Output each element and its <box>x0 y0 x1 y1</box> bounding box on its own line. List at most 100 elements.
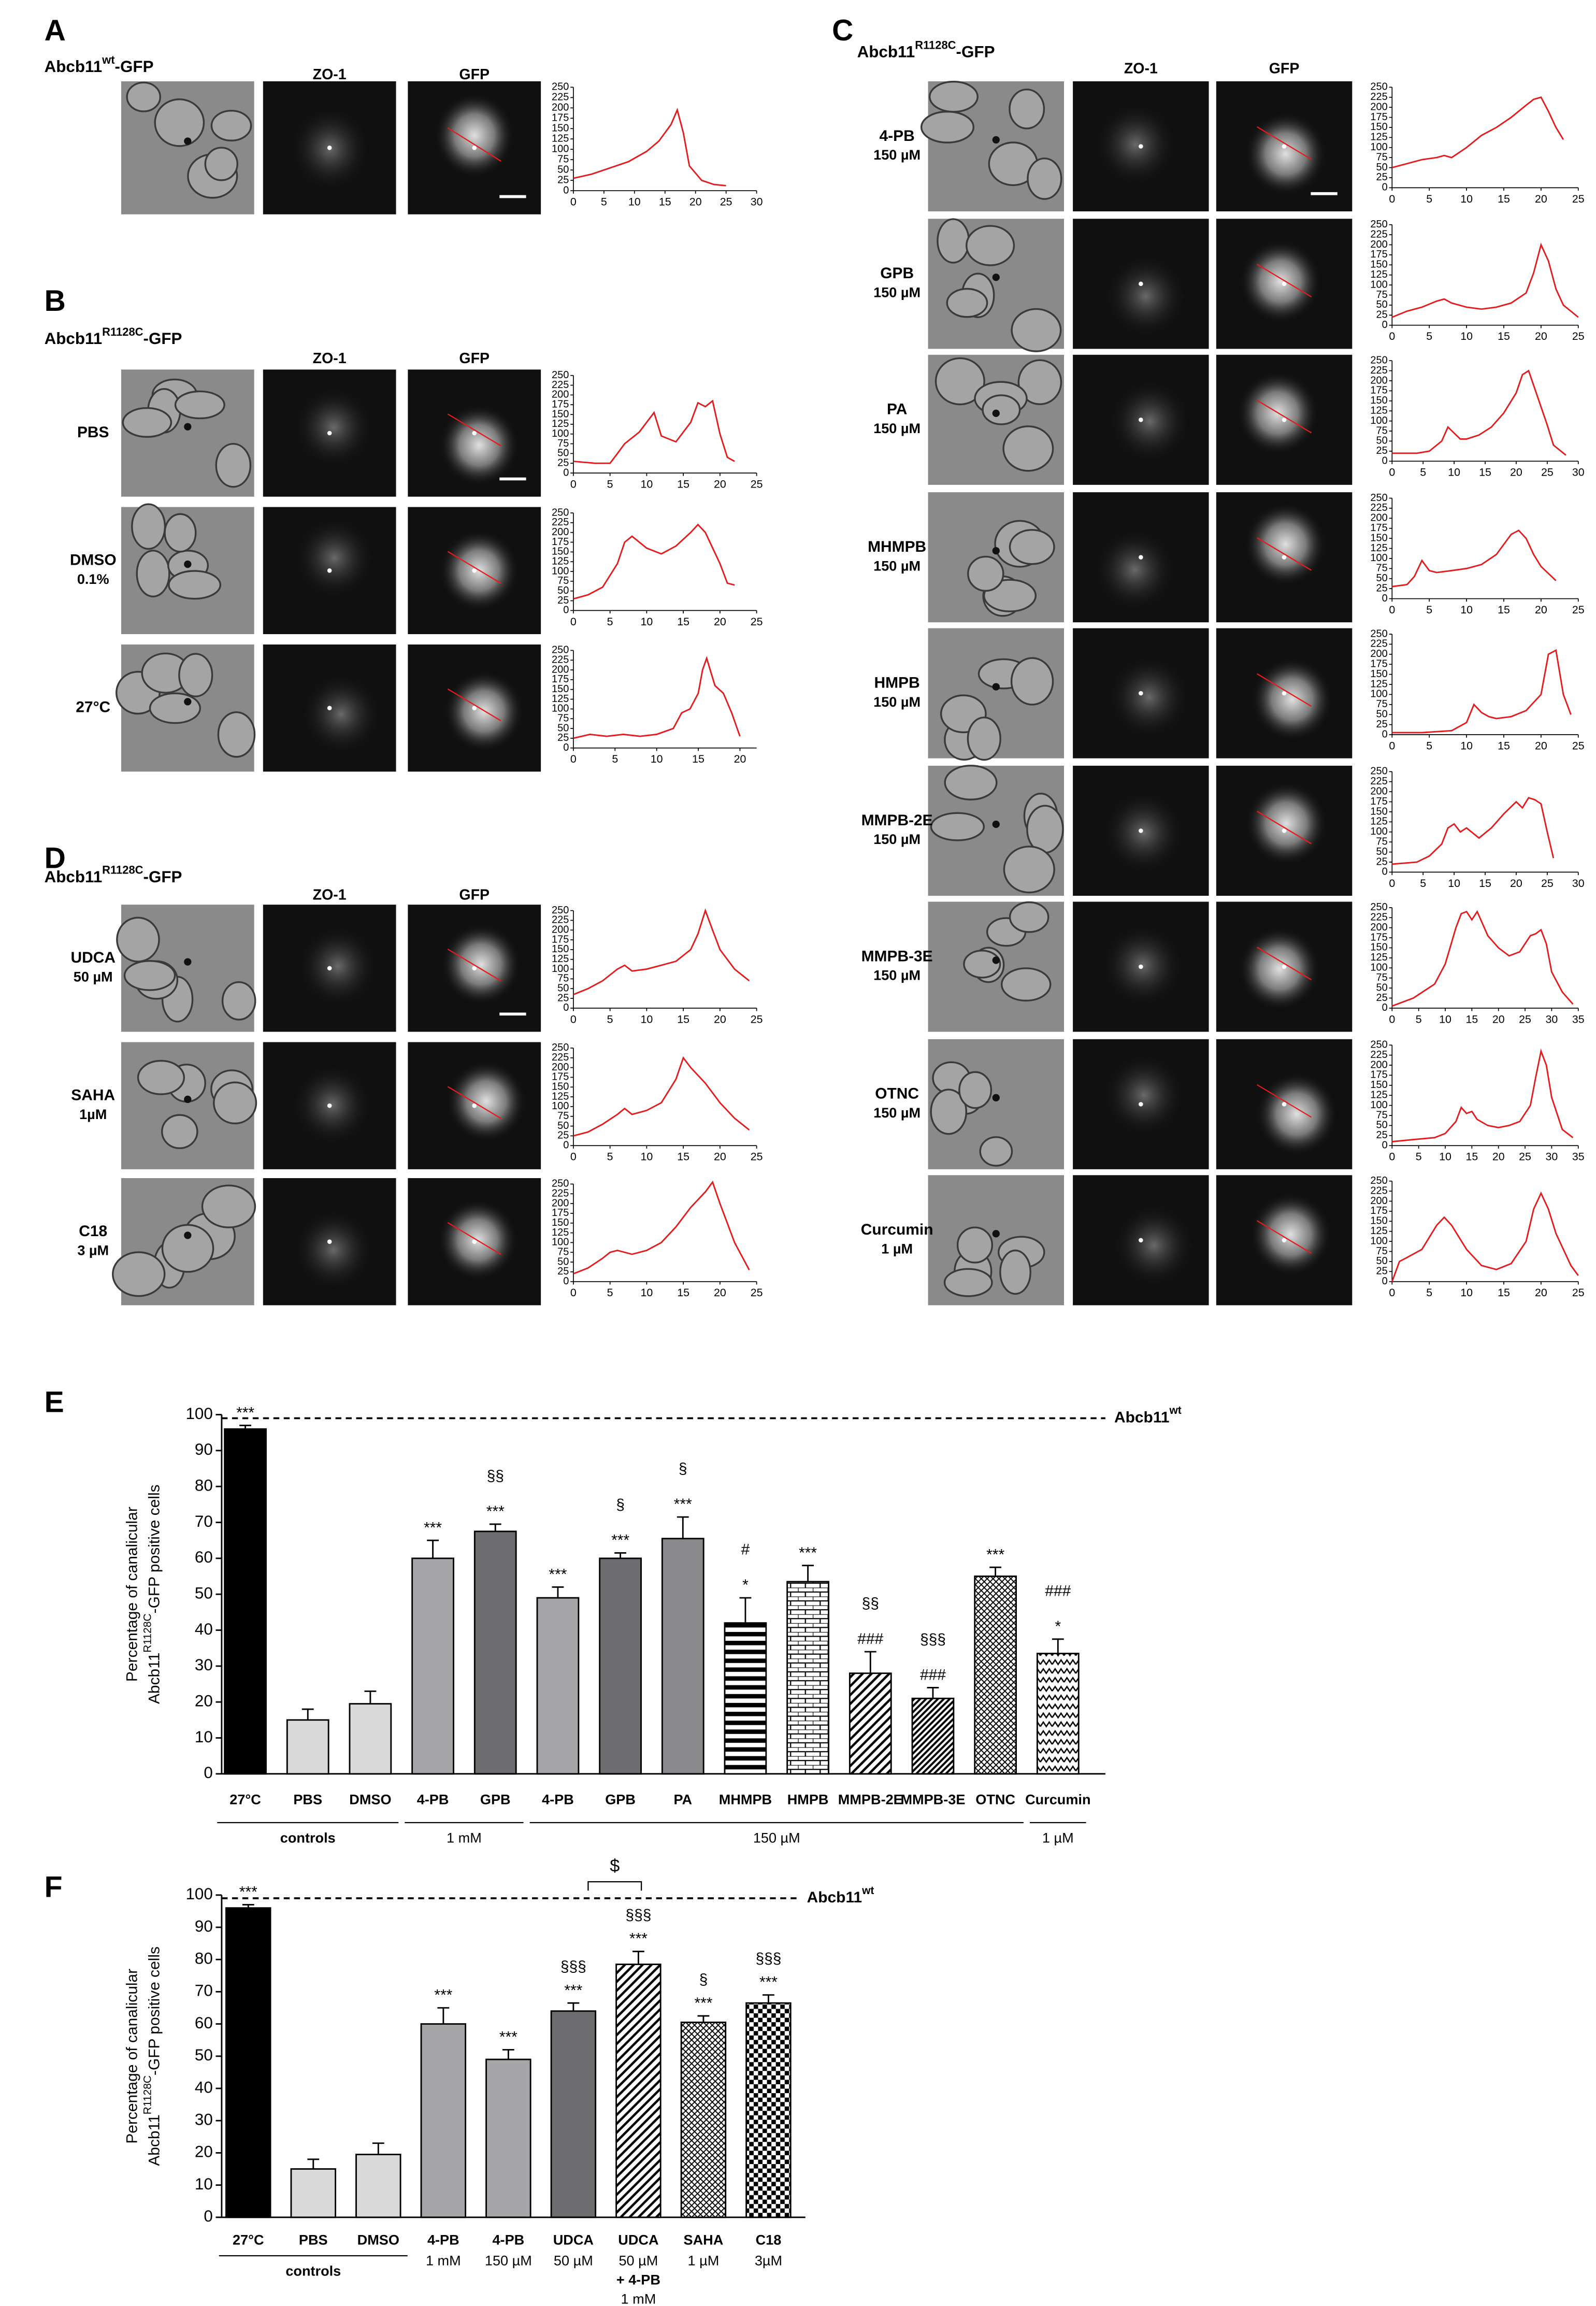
y-tick-label: 225 <box>552 517 569 528</box>
y-tick-label: 50 <box>557 1256 569 1267</box>
cell <box>161 1114 198 1149</box>
x-tick-label: 0 <box>1389 466 1395 479</box>
row-label: Curcumin <box>861 1221 933 1238</box>
x-tick-label: 25 <box>1572 740 1585 752</box>
reference-label: Abcb11wt <box>807 1884 874 1906</box>
y-tick-label: 200 <box>1370 239 1387 250</box>
x-tick-label: 20 <box>689 196 702 208</box>
x-tick-label: 5 <box>601 196 607 208</box>
group-label: controls <box>285 2263 341 2279</box>
cell <box>131 503 166 550</box>
panel-title: Abcb11R1128C-GFP <box>857 38 995 61</box>
y-tick-label: 100 <box>1370 1099 1387 1111</box>
x-tick-label: 20 <box>714 1151 726 1163</box>
group-label: 1 mM <box>447 1830 482 1846</box>
row-label: 0.1% <box>77 571 109 587</box>
x-tick-label: 25 <box>751 1013 763 1025</box>
bar <box>536 1597 580 1775</box>
x-tick-label: 25 <box>1519 1013 1531 1025</box>
y-tick-label: 75 <box>1376 1109 1388 1121</box>
x-tick-label: 25 <box>1541 877 1554 890</box>
reference-label-sup: wt <box>1169 1405 1181 1416</box>
fluorescence-dot <box>472 568 477 573</box>
y-tick-label: 225 <box>1370 912 1387 923</box>
x-tick-label: 10 <box>1460 330 1473 342</box>
y-tick-label: 50 <box>1376 709 1388 720</box>
significance-label: *** <box>499 2028 517 2045</box>
y-tick-label: 50 <box>1376 846 1388 857</box>
x-tick-label: 20 <box>734 753 746 765</box>
nucleus <box>184 137 192 145</box>
y-tick-label: 175 <box>1370 1205 1387 1216</box>
fluorescence-dot <box>1282 281 1287 287</box>
x-tick-label: 10 <box>1448 466 1460 479</box>
y-tick-label: 200 <box>1370 648 1387 660</box>
cell <box>178 653 213 697</box>
significance-label: §§ <box>487 1468 504 1485</box>
row-label: MMPB-3E <box>861 948 933 965</box>
row-label: DMSO <box>70 552 117 569</box>
cell <box>204 147 238 181</box>
cell <box>164 513 197 553</box>
x-tick-label: 5 <box>1420 877 1426 890</box>
y-tick-label: 100 <box>1370 552 1387 564</box>
x-tick-label: 5 <box>607 478 613 491</box>
cell <box>122 407 172 438</box>
y-tick-label: 50 <box>1376 1255 1388 1267</box>
x-tick-label: 0 <box>570 1151 577 1163</box>
fluorescence <box>1251 657 1333 741</box>
bar <box>411 1557 454 1775</box>
cell <box>920 110 975 144</box>
y-tick-label: 50 <box>1376 299 1388 310</box>
y-tick-label: 10 <box>195 1728 213 1746</box>
y-tick-label: 125 <box>552 555 569 567</box>
y-tick-label: 125 <box>552 1091 569 1102</box>
row-label: 150 µM <box>873 831 921 847</box>
nucleus <box>184 958 192 966</box>
x-tick-label: 25 <box>1519 1151 1531 1163</box>
cell <box>967 555 1004 592</box>
y-tick-label: 125 <box>1370 1225 1387 1237</box>
y-tick-label: 150 <box>1370 668 1387 680</box>
intensity-profile <box>1392 797 1555 865</box>
y-tick-label: 50 <box>557 585 569 596</box>
x-tick-label: 15 <box>1479 877 1491 890</box>
y-tick-label: 225 <box>1370 1049 1387 1061</box>
y-axis-label-sup: R1128C <box>141 1613 153 1652</box>
bar <box>550 2010 597 2218</box>
fluorescence <box>1244 503 1327 586</box>
y-tick-label: 225 <box>1370 365 1387 376</box>
column-header: ZO-1 <box>313 887 347 904</box>
cell <box>123 960 176 991</box>
x-tick-label: 20 <box>1492 1151 1505 1163</box>
y-tick-label: 125 <box>552 953 569 965</box>
bar <box>599 1557 642 1775</box>
x-tick-label: 27°C <box>233 2232 264 2248</box>
y-tick-label: 25 <box>1376 1266 1388 1277</box>
fluorescence-dot <box>327 706 332 710</box>
x-tick-label: 0 <box>570 478 577 491</box>
intensity-profile <box>1392 369 1566 456</box>
row-label: UDCA <box>70 949 115 966</box>
y-axis-label: Abcb11R1128C-GFP positive cells <box>141 1946 163 2166</box>
x-tick-label: 4-PB <box>542 1791 574 1807</box>
fluorescence <box>446 1061 526 1142</box>
y-axis-label-suffix: -GFP positive cells <box>146 1946 163 2075</box>
row-label: MMPB-2E <box>861 812 933 829</box>
x-tick-label: 4-PB <box>492 2232 524 2248</box>
y-tick-label: 250 <box>1370 1175 1387 1186</box>
row-label: 150 µM <box>873 1105 921 1121</box>
column-header: GFP <box>459 350 490 367</box>
y-axis-label-base: Abcb11 <box>146 1653 163 1704</box>
x-tick-label: 15 <box>677 478 689 491</box>
bar <box>225 1907 271 2218</box>
nucleus <box>184 1231 192 1239</box>
reference-label-base: Abcb11 <box>1114 1409 1169 1426</box>
bracket-label: $ <box>610 1856 620 1876</box>
fluorescence-dot <box>472 966 477 971</box>
y-tick-label: 150 <box>552 1081 569 1093</box>
x-tick-label: 0 <box>1389 1013 1395 1025</box>
y-tick-label: 175 <box>552 398 569 410</box>
significance-label: *** <box>694 1995 712 2012</box>
significance-label: ### <box>857 1630 883 1648</box>
